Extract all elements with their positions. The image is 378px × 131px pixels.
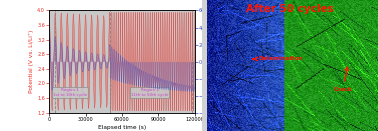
Text: Region 1
1st to 10th cycle: Region 1 1st to 10th cycle [53,88,87,97]
Text: Crack: Crack [334,67,353,92]
X-axis label: Elapsed time (s): Elapsed time (s) [98,125,146,130]
Text: After 50 cycles: After 50 cycles [246,4,334,14]
Y-axis label: Nominal Stress
(MPa): Nominal Stress (MPa) [215,39,226,84]
Text: Region 2
11th to 50th cycle: Region 2 11th to 50th cycle [131,88,168,97]
Y-axis label: Potential (V vs. Li/Li⁺): Potential (V vs. Li/Li⁺) [29,30,34,93]
Text: Delamination: Delamination [253,56,303,61]
